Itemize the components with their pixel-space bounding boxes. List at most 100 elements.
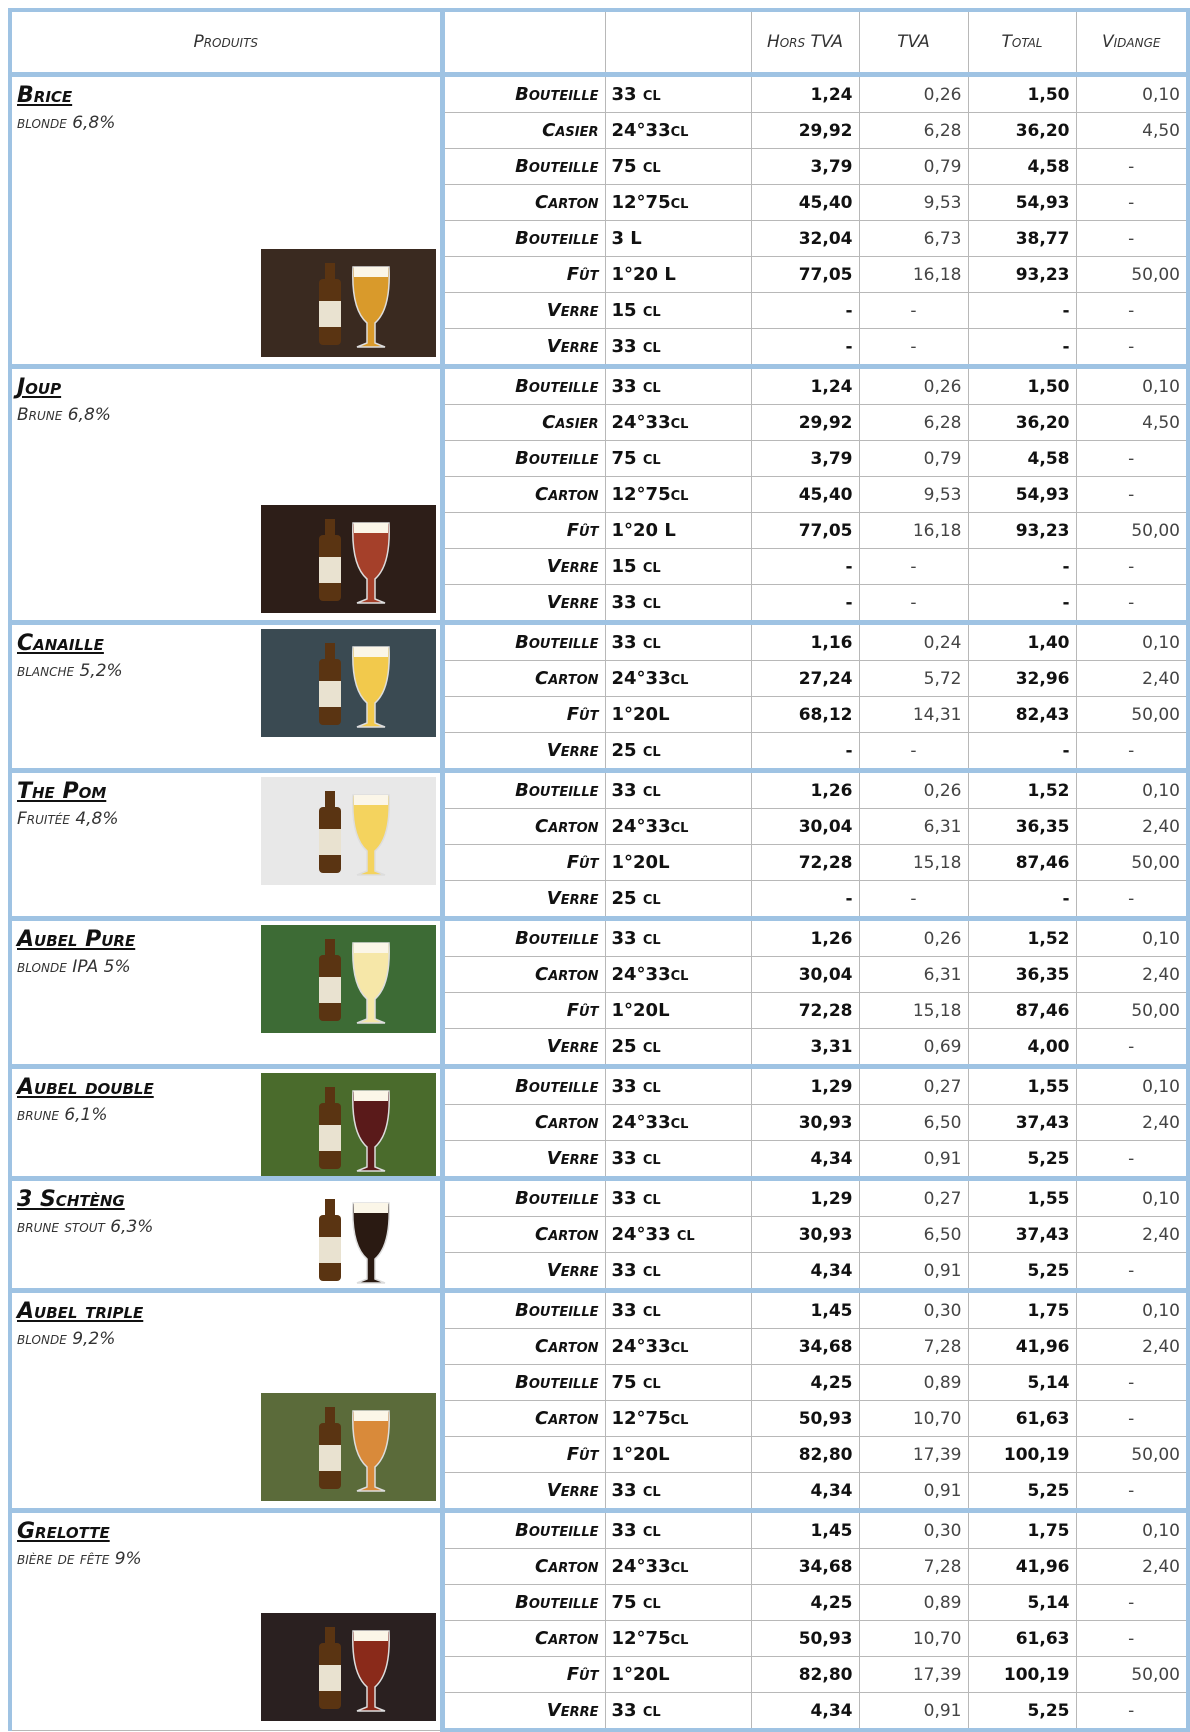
deposit: 2,40 [1076, 809, 1188, 845]
vat: 0,79 [859, 149, 968, 185]
product-cell: 3 Schtèngbrune stout 6,3% [10, 1179, 442, 1291]
product-name: The Pom [17, 779, 106, 804]
volume: 3 L [605, 221, 751, 257]
deposit: - [1076, 1253, 1188, 1291]
vat: 0,91 [859, 1473, 968, 1511]
price-total: 5,25 [968, 1253, 1076, 1291]
price-excl-vat: 30,04 [751, 957, 859, 993]
volume: 25 cl [605, 733, 751, 771]
packaging: Bouteille [442, 1291, 605, 1329]
price-excl-vat: - [751, 549, 859, 585]
vat: 14,31 [859, 697, 968, 733]
price-total: 32,96 [968, 661, 1076, 697]
vat: 0,27 [859, 1067, 968, 1105]
table-row: Canailleblanche 5,2%Bouteille33 cl1,160,… [10, 623, 1188, 661]
product-wrap: Aubel doublebrune 6,1% [12, 1069, 440, 1173]
volume: 15 cl [605, 549, 751, 585]
vat: 6,31 [859, 809, 968, 845]
price-total: 1,55 [968, 1179, 1076, 1217]
packaging: Fût [442, 1657, 605, 1693]
price-excl-vat: 1,24 [751, 75, 859, 113]
packaging: Carton [442, 1329, 605, 1365]
volume: 33 cl [605, 1511, 751, 1549]
price-excl-vat: 30,93 [751, 1217, 859, 1253]
header-cell: Hors TVA [751, 10, 859, 75]
vat: - [859, 881, 968, 919]
packaging: Fût [442, 845, 605, 881]
packaging: Carton [442, 477, 605, 513]
packaging: Bouteille [442, 441, 605, 477]
price-total: 41,96 [968, 1329, 1076, 1365]
price-total: 61,63 [968, 1401, 1076, 1437]
volume: 1°20L [605, 1657, 751, 1693]
volume: 33 cl [605, 1473, 751, 1511]
price-total: 54,93 [968, 185, 1076, 221]
product-description: brune stout 6,3% [17, 1217, 153, 1237]
product-description: Brune 6,8% [17, 405, 111, 425]
price-total: 4,58 [968, 441, 1076, 477]
price-excl-vat: 4,25 [751, 1365, 859, 1401]
price-total: 5,25 [968, 1141, 1076, 1179]
deposit: - [1076, 1365, 1188, 1401]
price-total: 1,75 [968, 1291, 1076, 1329]
packaging: Fût [442, 513, 605, 549]
price-table: Produits Hors TVA TVA Total Vidange Bric… [8, 8, 1190, 1732]
product-name: Joup [17, 375, 61, 400]
price-excl-vat: 4,34 [751, 1473, 859, 1511]
product-cell: Aubel tripleblonde 9,2% [10, 1291, 442, 1511]
deposit: 0,10 [1076, 919, 1188, 957]
volume: 24°33cl [605, 661, 751, 697]
price-excl-vat: 1,24 [751, 367, 859, 405]
packaging: Carton [442, 809, 605, 845]
vat: 0,30 [859, 1511, 968, 1549]
vat: 0,26 [859, 771, 968, 809]
packaging: Casier [442, 405, 605, 441]
price-total: 1,50 [968, 75, 1076, 113]
packaging: Bouteille [442, 1585, 605, 1621]
price-total: 100,19 [968, 1657, 1076, 1693]
deposit: - [1076, 1585, 1188, 1621]
price-total: 36,20 [968, 113, 1076, 149]
volume: 33 cl [605, 919, 751, 957]
price-total: 100,19 [968, 1437, 1076, 1473]
vat: 6,31 [859, 957, 968, 993]
packaging: Bouteille [442, 221, 605, 257]
deposit: 0,10 [1076, 367, 1188, 405]
product-description: brune 6,1% [17, 1105, 108, 1125]
volume: 33 cl [605, 1693, 751, 1731]
price-excl-vat: 30,04 [751, 809, 859, 845]
deposit: 50,00 [1076, 1437, 1188, 1473]
product-name: Aubel Pure [17, 927, 135, 952]
volume: 12°75cl [605, 1621, 751, 1657]
product-photo [261, 505, 436, 613]
vat: 6,50 [859, 1217, 968, 1253]
product-photo [261, 1073, 436, 1179]
product-wrap: 3 Schtèngbrune stout 6,3% [12, 1181, 440, 1285]
price-excl-vat: - [751, 293, 859, 329]
product-description: blonde 9,2% [17, 1329, 115, 1349]
volume: 24°33cl [605, 405, 751, 441]
vat: 0,30 [859, 1291, 968, 1329]
vat: 0,24 [859, 623, 968, 661]
deposit: 4,50 [1076, 405, 1188, 441]
deposit: 2,40 [1076, 1217, 1188, 1253]
deposit: 0,10 [1076, 1179, 1188, 1217]
table-header: Produits Hors TVA TVA Total Vidange [10, 10, 1188, 75]
header-cell: Total [968, 10, 1076, 75]
volume: 24°33cl [605, 809, 751, 845]
price-total: 37,43 [968, 1105, 1076, 1141]
deposit: 0,10 [1076, 75, 1188, 113]
price-excl-vat: 72,28 [751, 845, 859, 881]
price-total: - [968, 733, 1076, 771]
price-excl-vat: - [751, 881, 859, 919]
price-excl-vat: 3,79 [751, 149, 859, 185]
deposit: 0,10 [1076, 1511, 1188, 1549]
vat: 6,50 [859, 1105, 968, 1141]
price-total: - [968, 881, 1076, 919]
price-total: - [968, 293, 1076, 329]
price-excl-vat: 1,26 [751, 771, 859, 809]
table-row: Aubel doublebrune 6,1%Bouteille33 cl1,29… [10, 1067, 1188, 1105]
